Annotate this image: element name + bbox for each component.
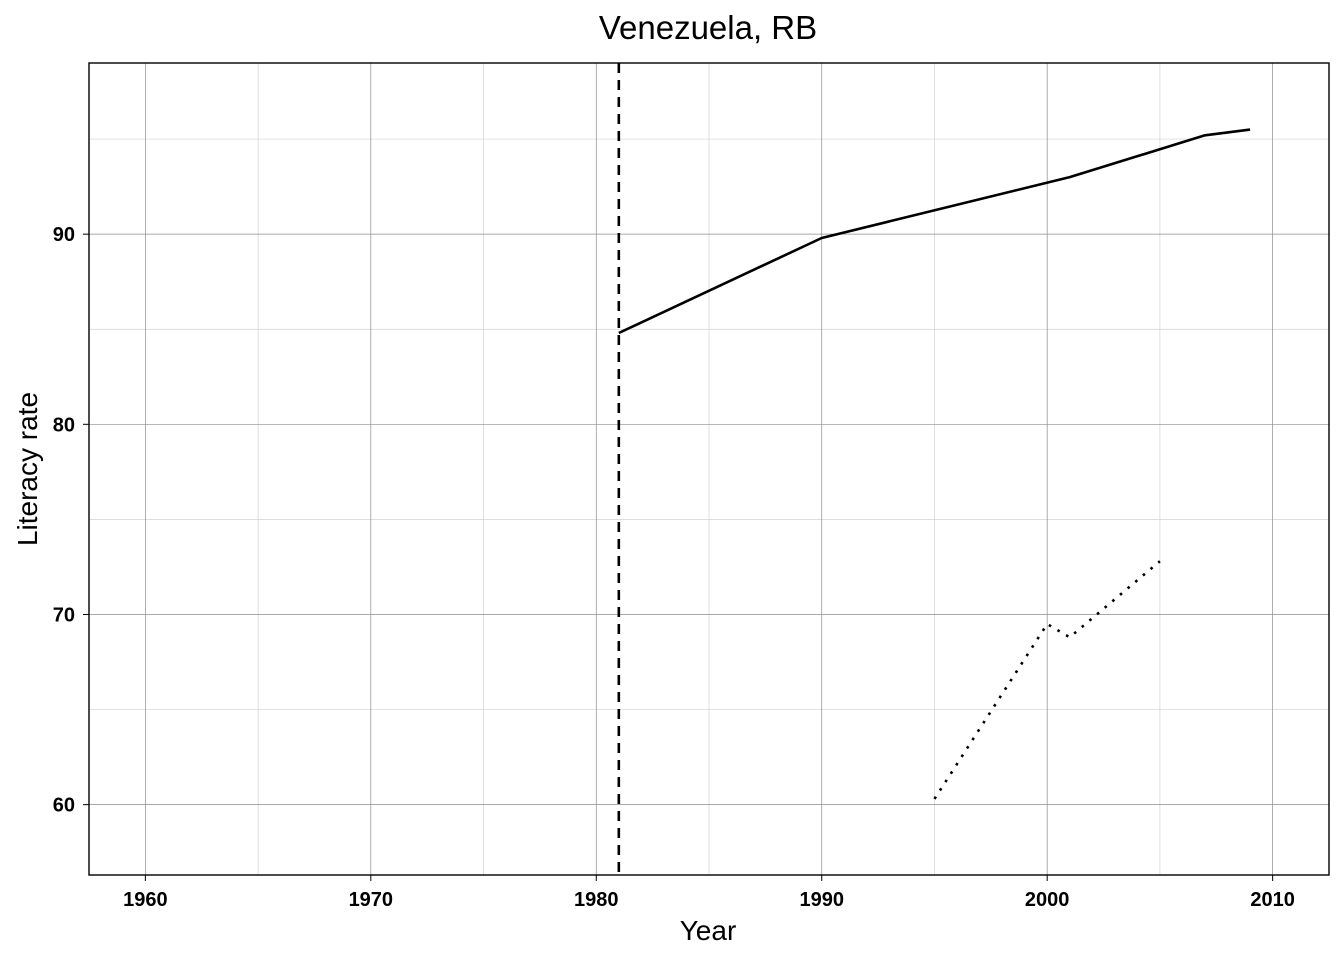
series-line-1 xyxy=(618,128,1251,335)
grid xyxy=(89,63,1329,875)
y-axis: 60 70 80 90 xyxy=(53,224,89,817)
series-line-2 xyxy=(933,560,1161,800)
series-layer xyxy=(617,63,1251,875)
x-tick-label: 1970 xyxy=(349,889,394,911)
y-tick-label: 90 xyxy=(53,224,75,246)
plot-area-border xyxy=(88,62,1330,876)
x-tick-label: 2010 xyxy=(1250,889,1295,911)
x-tick-label: 1980 xyxy=(574,889,619,911)
y-axis-title: Literacy rate xyxy=(12,392,43,546)
y-tick-label: 80 xyxy=(53,414,75,436)
x-tick-label: 2000 xyxy=(1025,889,1070,911)
x-tick-label: 1960 xyxy=(123,889,168,911)
x-tick-label: 1990 xyxy=(799,889,844,911)
chart-title: Venezuela, RB xyxy=(599,9,817,46)
x-axis-title: Year xyxy=(680,915,737,946)
y-tick-label: 70 xyxy=(53,604,75,626)
x-axis: 1960 1970 1980 1990 2000 2010 xyxy=(123,875,1295,911)
y-tick-label: 60 xyxy=(53,795,75,817)
